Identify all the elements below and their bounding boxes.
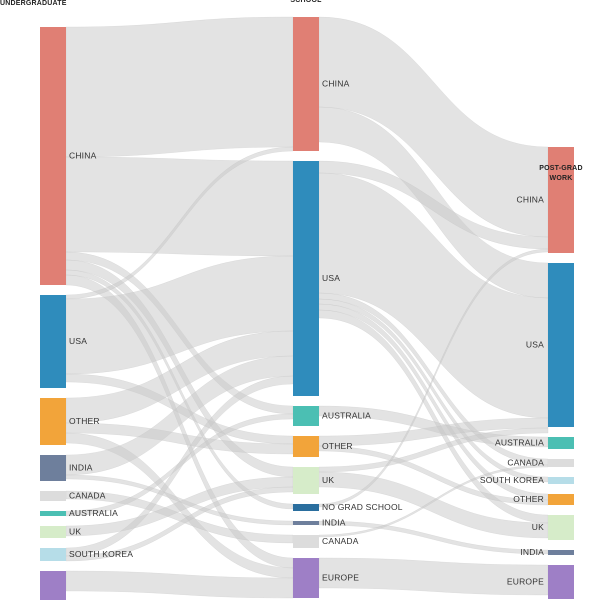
column-title: SCHOOL	[290, 0, 322, 4]
flow-link	[65, 16, 294, 158]
node-label: CANADA	[69, 490, 106, 500]
node-label: CANADA	[322, 536, 359, 546]
node	[293, 161, 319, 396]
node	[293, 521, 319, 525]
node-label: CANADA	[507, 457, 544, 467]
node	[548, 550, 574, 555]
node	[293, 504, 319, 511]
flow-link	[318, 427, 549, 473]
node-label: AUSTRALIA	[322, 410, 371, 420]
node	[293, 535, 319, 548]
node	[293, 406, 319, 426]
node-label: OTHER	[513, 494, 544, 504]
node-label: AUSTRALIA	[69, 508, 118, 518]
node	[548, 565, 574, 599]
node	[548, 494, 574, 505]
links	[65, 16, 549, 599]
node-label: CHINA	[69, 150, 97, 160]
node	[548, 515, 574, 540]
node-label: USA	[322, 273, 340, 283]
node-label: INDIA	[322, 517, 346, 527]
node-label: EUROPE	[507, 576, 544, 586]
node	[40, 295, 66, 388]
node	[548, 477, 574, 484]
node	[40, 526, 66, 538]
node-label: INDIA	[520, 547, 544, 557]
node	[293, 558, 319, 598]
node	[40, 571, 66, 600]
node-label: UK	[69, 526, 81, 536]
node-label: OTHER	[69, 416, 100, 426]
node-label: INDIA	[69, 462, 93, 472]
node-label: UK	[322, 475, 334, 485]
node	[548, 263, 574, 427]
node-label: USA	[69, 336, 87, 346]
node-label: USA	[526, 339, 544, 349]
node-label: SOUTH KOREA	[480, 475, 544, 485]
node-label: CHINA	[517, 194, 545, 204]
node	[548, 459, 574, 467]
node	[548, 437, 574, 449]
flow-link	[65, 570, 294, 599]
node	[293, 467, 319, 494]
node-label: CHINA	[322, 78, 350, 88]
node	[40, 548, 66, 561]
column-title: UNDERGRADUATE	[0, 0, 67, 7]
node-label: EUROPE	[322, 572, 359, 582]
node-label: OTHER	[322, 441, 353, 451]
node	[40, 455, 66, 481]
nodes: CHINA USA OTHER INDIA CANADA AUSTRALIA UK SOUTH…	[40, 17, 574, 600]
column-title: POST-GRAD	[539, 165, 582, 172]
node	[293, 17, 319, 151]
node-label: SOUTH KOREA	[69, 549, 133, 559]
node	[40, 398, 66, 445]
node	[40, 27, 66, 285]
node	[40, 491, 66, 501]
node	[40, 511, 66, 516]
node-label: UK	[532, 522, 544, 532]
flow-link	[65, 476, 294, 537]
node	[548, 147, 574, 253]
node-label: NO GRAD SCHOOL	[322, 502, 403, 512]
column-title: WORK	[550, 175, 573, 182]
flow-link	[65, 156, 294, 257]
node-label: AUSTRALIA	[495, 437, 544, 447]
node	[293, 436, 319, 457]
